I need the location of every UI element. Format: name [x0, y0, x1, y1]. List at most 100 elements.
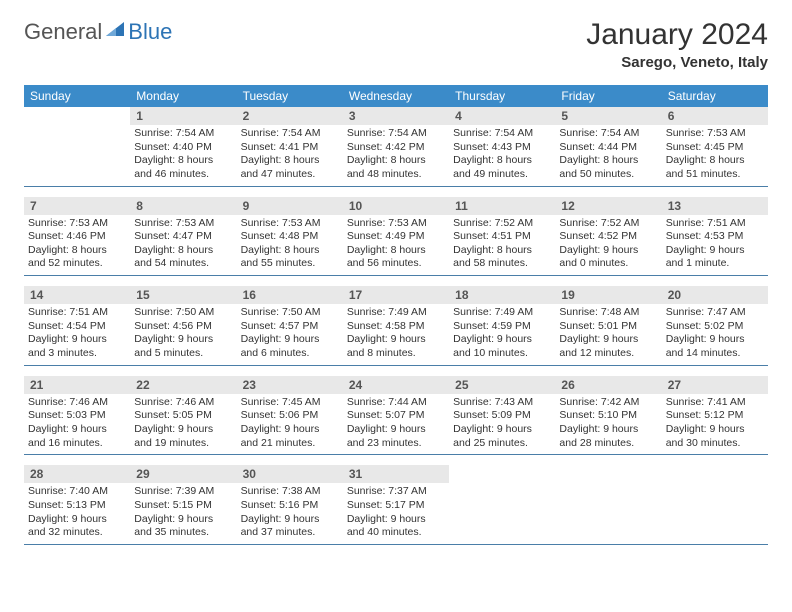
weekday-header: Friday: [555, 85, 661, 107]
day-number: 4: [449, 107, 555, 125]
week-row: 7Sunrise: 7:53 AMSunset: 4:46 PMDaylight…: [24, 197, 768, 277]
day-number: 23: [237, 376, 343, 394]
day-details: Sunrise: 7:49 AMSunset: 4:59 PMDaylight:…: [449, 304, 555, 365]
day-details: Sunrise: 7:48 AMSunset: 5:01 PMDaylight:…: [555, 304, 661, 365]
day-cell: 28Sunrise: 7:40 AMSunset: 5:13 PMDayligh…: [24, 465, 130, 544]
header: General Blue January 2024 Sarego, Veneto…: [24, 18, 768, 71]
day-cell: 10Sunrise: 7:53 AMSunset: 4:49 PMDayligh…: [343, 197, 449, 276]
weekday-header: Monday: [130, 85, 236, 107]
sunset-line: Sunset: 5:10 PM: [559, 409, 657, 423]
sunrise-line: Sunrise: 7:47 AM: [666, 306, 764, 320]
day-number: 30: [237, 465, 343, 483]
day-number: 26: [555, 376, 661, 394]
day-cell: [24, 107, 130, 186]
day-details: Sunrise: 7:53 AMSunset: 4:49 PMDaylight:…: [343, 215, 449, 276]
day-details: Sunrise: 7:53 AMSunset: 4:47 PMDaylight:…: [130, 215, 236, 276]
day-cell: 27Sunrise: 7:41 AMSunset: 5:12 PMDayligh…: [662, 376, 768, 455]
sunrise-line: Sunrise: 7:54 AM: [134, 127, 232, 141]
day-number: 3: [343, 107, 449, 125]
sunrise-line: Sunrise: 7:54 AM: [347, 127, 445, 141]
sunrise-line: Sunrise: 7:53 AM: [28, 217, 126, 231]
day-number: 28: [24, 465, 130, 483]
day-details: Sunrise: 7:54 AMSunset: 4:40 PMDaylight:…: [130, 125, 236, 186]
sunset-line: Sunset: 4:54 PM: [28, 320, 126, 334]
day-details: Sunrise: 7:51 AMSunset: 4:54 PMDaylight:…: [24, 304, 130, 365]
daylight-line: Daylight: 8 hours and 55 minutes.: [241, 244, 339, 271]
week-row: 1Sunrise: 7:54 AMSunset: 4:40 PMDaylight…: [24, 107, 768, 187]
calendar: SundayMondayTuesdayWednesdayThursdayFrid…: [24, 85, 768, 555]
sunrise-line: Sunrise: 7:53 AM: [241, 217, 339, 231]
day-cell: 30 Sunrise: 7:38 AMSunset: 5:16 PMDayligh…: [237, 465, 343, 544]
day-details: Sunrise: 7:49 AMSunset: 4:58 PMDaylight:…: [343, 304, 449, 365]
daylight-line: Daylight: 8 hours and 54 minutes.: [134, 244, 232, 271]
day-number: 22: [130, 376, 236, 394]
sunset-line: Sunset: 5:03 PM: [28, 409, 126, 423]
day-details: Sunrise: 7:53 AMSunset: 4:48 PMDaylight:…: [237, 215, 343, 276]
day-cell: 26Sunrise: 7:42 AMSunset: 5:10 PMDayligh…: [555, 376, 661, 455]
day-details: Sunrise: 7:50 AMSunset: 4:57 PMDaylight:…: [237, 304, 343, 365]
sunrise-line: Sunrise: 7:46 AM: [28, 396, 126, 410]
day-number: 24: [343, 376, 449, 394]
daylight-line: Daylight: 9 hours and 3 minutes.: [28, 333, 126, 360]
week-row: 28Sunrise: 7:40 AMSunset: 5:13 PMDayligh…: [24, 465, 768, 545]
daylight-line: Daylight: 9 hours and 12 minutes.: [559, 333, 657, 360]
day-number: 8: [130, 197, 236, 215]
daylight-line: Daylight: 9 hours and 6 minutes.: [241, 333, 339, 360]
sunrise-line: Sunrise: 7:53 AM: [666, 127, 764, 141]
calendar-page: General Blue January 2024 Sarego, Veneto…: [0, 0, 792, 565]
sunset-line: Sunset: 4:49 PM: [347, 230, 445, 244]
day-number: 13: [662, 197, 768, 215]
day-number: 11: [449, 197, 555, 215]
sunrise-line: Sunrise: 7:50 AM: [241, 306, 339, 320]
day-details: Sunrise: 7:45 AMSunset: 5:06 PMDaylight:…: [237, 394, 343, 455]
day-cell: 7Sunrise: 7:53 AMSunset: 4:46 PMDaylight…: [24, 197, 130, 276]
daylight-line: Daylight: 9 hours and 25 minutes.: [453, 423, 551, 450]
sunrise-line: Sunrise: 7:54 AM: [241, 127, 339, 141]
day-details: Sunrise: 7:44 AMSunset: 5:07 PMDaylight:…: [343, 394, 449, 455]
day-number: 14: [24, 286, 130, 304]
day-details: Sunrise: 7:53 AMSunset: 4:45 PMDaylight:…: [662, 125, 768, 186]
sunrise-line: Sunrise: 7:54 AM: [559, 127, 657, 141]
day-details: Sunrise: 7:42 AMSunset: 5:10 PMDaylight:…: [555, 394, 661, 455]
daylight-line: Daylight: 9 hours and 37 minutes.: [241, 513, 339, 540]
daylight-line: Daylight: 9 hours and 14 minutes.: [666, 333, 764, 360]
day-details: Sunrise: 7:54 AMSunset: 4:41 PMDaylight:…: [237, 125, 343, 186]
sunrise-line: Sunrise: 7:50 AM: [134, 306, 232, 320]
day-number: 19: [555, 286, 661, 304]
daylight-line: Daylight: 8 hours and 48 minutes.: [347, 154, 445, 181]
day-number: 17: [343, 286, 449, 304]
day-cell: 3 Sunrise: 7:54 AMSunset: 4:42 PMDaylight…: [343, 107, 449, 186]
day-number: 10: [343, 197, 449, 215]
sunrise-line: Sunrise: 7:52 AM: [559, 217, 657, 231]
title-block: January 2024 Sarego, Veneto, Italy: [586, 18, 768, 71]
day-cell: 22Sunrise: 7:46 AMSunset: 5:05 PMDayligh…: [130, 376, 236, 455]
sunset-line: Sunset: 4:42 PM: [347, 141, 445, 155]
sunrise-line: Sunrise: 7:46 AM: [134, 396, 232, 410]
sunset-line: Sunset: 4:48 PM: [241, 230, 339, 244]
day-number: 25: [449, 376, 555, 394]
day-cell: 23Sunrise: 7:45 AMSunset: 5:06 PMDayligh…: [237, 376, 343, 455]
daylight-line: Daylight: 8 hours and 51 minutes.: [666, 154, 764, 181]
day-details: Sunrise: 7:41 AMSunset: 5:12 PMDaylight:…: [662, 394, 768, 455]
sunset-line: Sunset: 5:16 PM: [241, 499, 339, 513]
day-cell: 8Sunrise: 7:53 AMSunset: 4:47 PMDaylight…: [130, 197, 236, 276]
day-number: 15: [130, 286, 236, 304]
day-number: 7: [24, 197, 130, 215]
weekday-header-row: SundayMondayTuesdayWednesdayThursdayFrid…: [24, 85, 768, 107]
week-row: 21Sunrise: 7:46 AMSunset: 5:03 PMDayligh…: [24, 376, 768, 456]
day-details: Sunrise: 7:47 AMSunset: 5:02 PMDaylight:…: [662, 304, 768, 365]
weekday-header: Tuesday: [237, 85, 343, 107]
sunset-line: Sunset: 5:17 PM: [347, 499, 445, 513]
day-cell: 5Sunrise: 7:54 AMSunset: 4:44 PMDaylight…: [555, 107, 661, 186]
sunrise-line: Sunrise: 7:39 AM: [134, 485, 232, 499]
day-number: 9: [237, 197, 343, 215]
day-cell: [449, 465, 555, 544]
day-cell: 6Sunrise: 7:53 AMSunset: 4:45 PMDaylight…: [662, 107, 768, 186]
day-cell: 4Sunrise: 7:54 AMSunset: 4:43 PMDaylight…: [449, 107, 555, 186]
day-cell: 19Sunrise: 7:48 AMSunset: 5:01 PMDayligh…: [555, 286, 661, 365]
daylight-line: Daylight: 9 hours and 8 minutes.: [347, 333, 445, 360]
sunrise-line: Sunrise: 7:38 AM: [241, 485, 339, 499]
day-cell: 25Sunrise: 7:43 AMSunset: 5:09 PMDayligh…: [449, 376, 555, 455]
daylight-line: Daylight: 9 hours and 0 minutes.: [559, 244, 657, 271]
day-cell: 13Sunrise: 7:51 AMSunset: 4:53 PMDayligh…: [662, 197, 768, 276]
